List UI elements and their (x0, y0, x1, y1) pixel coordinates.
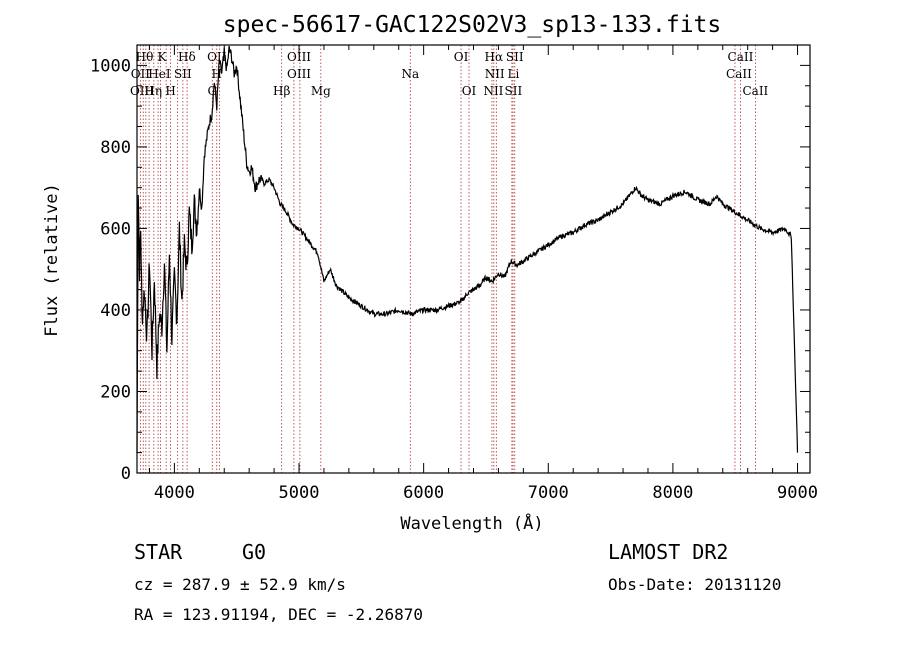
line-label-0-5: OI (454, 50, 469, 64)
line-label-1-0: OII (131, 67, 151, 81)
line-label-1-4: OIII (287, 67, 311, 81)
line-label-2-6: OI (462, 84, 477, 98)
line-label-1-1: HeI (148, 67, 171, 81)
x-axis-ticks: 4000 5000 6000 7000 8000 9000 (148, 45, 818, 503)
line-label-2-4: Hβ (273, 84, 290, 98)
x-tick-label-5: 9000 (777, 483, 818, 503)
x-tick-label-1: 5000 (279, 483, 320, 503)
y-tick-label-2: 400 (100, 301, 131, 321)
y-tick-label-5: 1000 (90, 56, 131, 76)
line-label-0-6: Hα (485, 50, 504, 64)
chart-title: spec-56617-GAC122S02V3_sp13-133.fits (223, 12, 722, 38)
x-axis-label: Wavelength (Å) (400, 512, 543, 534)
y-tick-label-0: 0 (121, 464, 131, 484)
x-tick-label-4: 8000 (652, 483, 693, 503)
y-tick-label-1: 200 (100, 382, 131, 402)
line-label-2-5: Mg (311, 84, 331, 98)
line-label-1-6: NII (485, 67, 505, 81)
y-axis-ticks: 0 200 400 600 800 1000 (90, 56, 810, 484)
line-label-1-7: Li (507, 67, 519, 81)
flux-series-line (136, 45, 799, 453)
object-type: STAR (134, 540, 183, 564)
line-label-0-2: Hδ (178, 50, 196, 64)
y-tick-label-3: 600 (100, 219, 131, 239)
line-label-0-4: OIII (287, 50, 311, 64)
line-label-2-8: SII (505, 84, 523, 98)
x-tick-label-0: 4000 (154, 483, 195, 503)
line-label-1-3: H (212, 67, 222, 81)
line-label-2-3: G (207, 84, 217, 98)
line-label-1-5: Na (401, 67, 419, 81)
line-label-2-9: CaII (742, 84, 768, 98)
emission-line-markers (139, 45, 756, 473)
line-label-1-8: CaII (726, 67, 752, 81)
coordinates: RA = 123.91194, DEC = -2.26870 (134, 605, 423, 624)
y-axis-label: Flux (relative) (42, 183, 62, 337)
x-tick-label-2: 6000 (403, 483, 444, 503)
line-label-2-2: H (165, 84, 175, 98)
line-label-1-2: SII (174, 67, 192, 81)
line-label-0-1: K (157, 50, 167, 64)
line-label-2-1: Hη (144, 84, 162, 98)
observation-date: Obs-Date: 20131120 (608, 575, 781, 594)
line-label-0-0: Hθ (136, 50, 154, 64)
x-tick-label-3: 7000 (528, 483, 569, 503)
spectral-subclass: G0 (242, 540, 266, 564)
line-label-0-3: OII (207, 50, 227, 64)
line-label-0-7: SII (506, 50, 524, 64)
survey-name: LAMOST DR2 (608, 540, 728, 564)
line-label-2-7: NII (483, 84, 503, 98)
line-label-0-8: CaII (728, 50, 754, 64)
redshift-cz: cz = 287.9 ± 52.9 km/s (134, 575, 346, 594)
y-tick-label-4: 800 (100, 138, 131, 158)
line-label-2-0: OIII (130, 84, 154, 98)
plot-frame (136, 44, 811, 474)
